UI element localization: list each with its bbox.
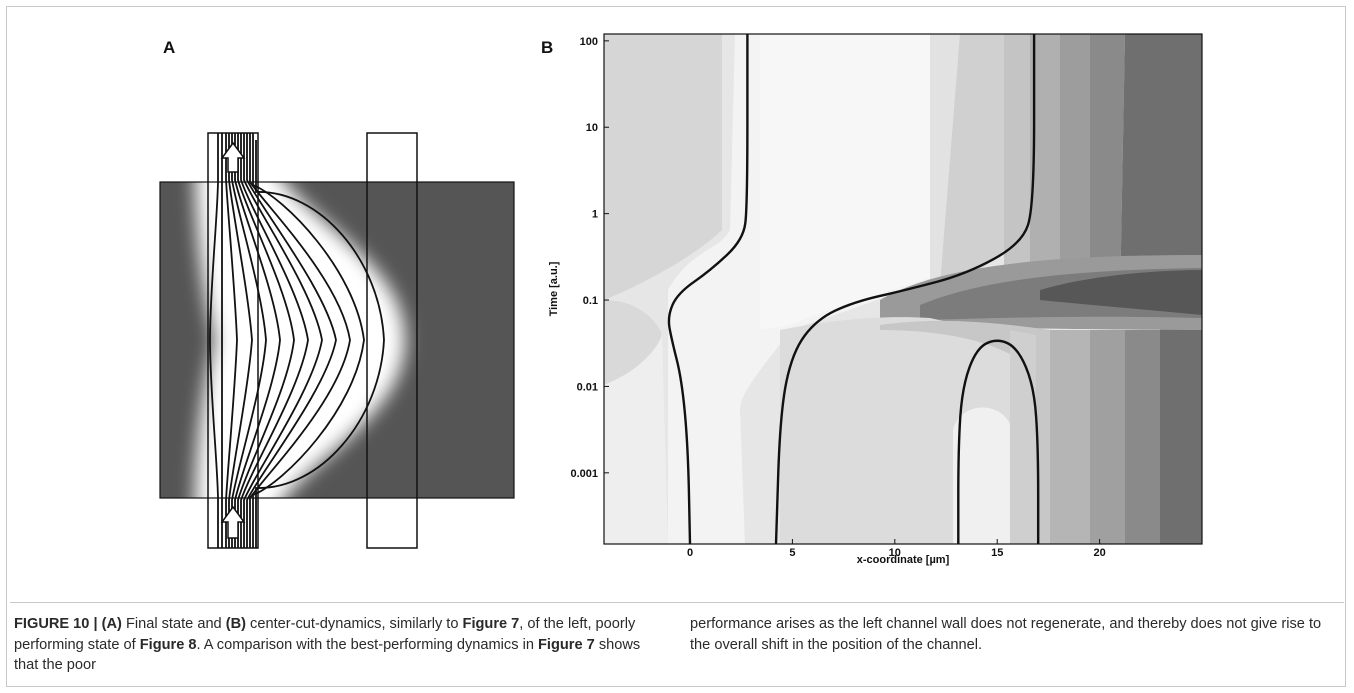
caption-text: center-cut-dynamics, similarly to xyxy=(246,616,463,632)
panel-a-ref: (A) xyxy=(101,616,122,632)
y-tick-label: 10 xyxy=(586,122,598,134)
y-tick-label: 1 xyxy=(592,209,598,221)
caption-text: Final state and xyxy=(121,616,226,632)
figure-caption-right: performance arises as the left channel w… xyxy=(690,616,1322,653)
x-axis-ticks: 0 5 10 15 20 xyxy=(687,539,1106,559)
x-tick-label: 10 xyxy=(889,547,901,559)
panel-b-contour-fill xyxy=(604,34,1202,544)
panel-a-white-band xyxy=(195,182,405,498)
panel-b-label: B xyxy=(541,38,554,57)
x-tick-label: 0 xyxy=(687,547,693,559)
figure-label: FIGURE 10 | xyxy=(14,616,102,632)
y-tick-label: 0.1 xyxy=(583,295,598,307)
panel-a-label: A xyxy=(163,38,176,57)
x-tick-label: 20 xyxy=(1093,547,1105,559)
x-axis-label: x-coordinate [µm] xyxy=(857,554,950,566)
y-tick-label: 100 xyxy=(580,36,598,48)
arrow-up-icon xyxy=(220,505,246,539)
figure-7-link[interactable]: Figure 7 xyxy=(538,636,595,653)
y-axis-label: Time [a.u.] xyxy=(548,261,560,316)
figure-caption-left: FIGURE 10 | (A) Final state and (B) cent… xyxy=(14,614,664,676)
contour-line xyxy=(667,33,749,545)
contour-line xyxy=(957,339,1040,545)
contour-line xyxy=(774,33,1036,545)
panel-b-plot-border xyxy=(603,33,1203,545)
panel-a-flow-lines xyxy=(209,133,385,548)
panel-a-left-channel xyxy=(207,132,259,549)
caption-text: . A comparison with the best-performing … xyxy=(196,636,538,653)
caption-text: , of the left, poorly performing state o… xyxy=(14,616,636,653)
panel-b-contour-lines xyxy=(667,33,1040,545)
y-tick-label: 0.001 xyxy=(570,468,598,480)
panel-b-ref: (B) xyxy=(225,616,246,632)
arrow-up-icon xyxy=(220,141,246,173)
panel-a-border xyxy=(159,181,515,499)
y-tick-label: 0.01 xyxy=(577,381,598,393)
x-tick-label: 5 xyxy=(789,547,795,559)
figure-8-link[interactable]: Figure 8 xyxy=(139,636,197,653)
y-axis-ticks: 0.001 0.01 0.1 1 10 100 xyxy=(570,36,609,480)
figure-frame xyxy=(6,6,1346,687)
x-tick-label: 15 xyxy=(991,547,1003,559)
figure-7-link[interactable]: Figure 7 xyxy=(462,616,520,632)
caption-text: shows that the poor xyxy=(14,636,641,674)
panel-a-right-channel xyxy=(366,132,418,549)
caption-divider xyxy=(10,602,1344,603)
